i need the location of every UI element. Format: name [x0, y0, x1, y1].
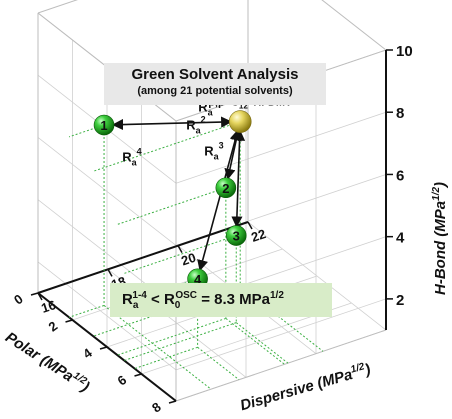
solvent-label-3: 3	[233, 229, 240, 244]
annotation-eq: = 8.3 MPa	[197, 291, 270, 308]
target-point	[228, 110, 252, 133]
z-axis-label: H-Bond (MPa1/2)	[431, 182, 449, 295]
dropline-floor-y-4	[197, 346, 240, 381]
dropline-floor-y-1	[103, 305, 212, 390]
y-tick-3	[134, 373, 142, 377]
z-axis-label-text: H-Bond (MPa	[432, 200, 449, 295]
title-box: Green Solvent Analysis (among 21 potenti…	[104, 63, 326, 105]
chart-subtitle: (among 21 potential solvents)	[137, 85, 293, 97]
box-edge-6	[321, 0, 387, 51]
y-tick-label-2: 4	[80, 345, 95, 362]
solvent-label-1: 1	[100, 118, 107, 133]
annotation-r0-sup: OSC	[175, 290, 198, 301]
distance-arrow-2	[224, 129, 242, 181]
solvent-point-1	[93, 114, 115, 136]
y-tick-label-0: 0	[11, 291, 26, 307]
box-edge-0	[175, 329, 387, 402]
annotation-lt: < R	[146, 291, 175, 308]
z-tick-label-3: 8	[396, 105, 404, 122]
dropline-floor-x-4	[134, 346, 198, 370]
y-tick-1	[65, 319, 73, 323]
chart-title: Green Solvent Analysis	[131, 66, 299, 83]
distance-arrow-1	[111, 116, 233, 131]
distance-label-2: Ra2	[186, 115, 205, 136]
distance-label-3: Ra3	[204, 141, 223, 162]
x-tick-3	[247, 221, 253, 230]
x-tick-label-2: 20	[179, 250, 197, 269]
annotation-r0-sub: 0	[174, 300, 181, 311]
x-tick-label-3: 22	[249, 226, 267, 245]
y-tick-label-1: 2	[46, 318, 61, 334]
y-tick-2	[99, 346, 108, 350]
solvent-point-2	[215, 177, 237, 199]
x-tick-label-0: 16	[39, 297, 57, 316]
x-tick-0	[37, 292, 43, 301]
solvent-label-4: 4	[194, 272, 202, 287]
distance-arrow-4	[197, 129, 241, 272]
dropline-floor-y-2	[225, 318, 285, 365]
x-tick-2	[177, 245, 183, 254]
box-edge-3	[37, 0, 79, 14]
x-tick-1	[107, 268, 113, 277]
y-tick-0	[30, 292, 39, 296]
dropline-floor-y-3	[235, 322, 289, 364]
solvent-label-2: 2	[222, 181, 229, 196]
y-tick-label-4: 8	[149, 399, 164, 415]
annotation-unit-sup: 1/2	[270, 290, 284, 301]
annotation-r-sub: a	[132, 300, 139, 311]
y-tick-label-3: 6	[115, 372, 130, 388]
dropline-wall-x-2	[117, 187, 227, 225]
z-axis-label-close: )	[432, 181, 449, 187]
y-tick-4	[168, 400, 177, 404]
annotation-text: Ra1-4 < R0OSC = 8.3 MPa1/2	[122, 290, 284, 311]
z-axis-label-sup: 1/2	[431, 186, 442, 201]
solvent-point-3	[225, 225, 247, 246]
distance-arrow-3	[231, 129, 246, 228]
z-tick-label-2: 6	[396, 167, 404, 184]
distance-label-4: Ra4	[122, 147, 141, 168]
z-tick-label-1: 4	[396, 230, 405, 247]
annotation-r-sup: 1-4	[132, 290, 147, 301]
dropline-floor-x-2	[117, 317, 227, 356]
annotation-box: Ra1-4 < R0OSC = 8.3 MPa1/2	[110, 283, 332, 317]
z-tick-label-0: 2	[396, 292, 404, 309]
z-tick-label-4: 10	[396, 43, 413, 60]
annotation-r: R	[122, 291, 133, 308]
